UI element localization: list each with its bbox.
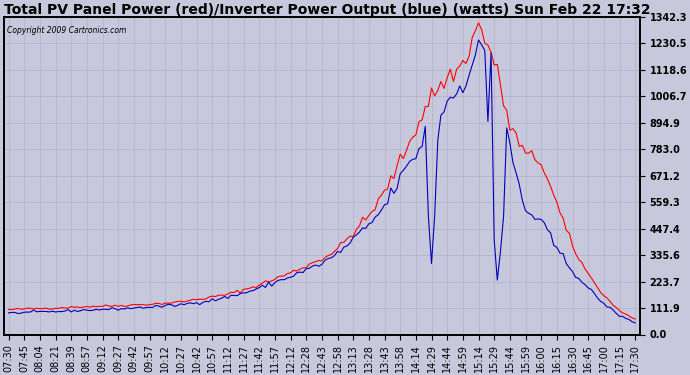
Text: Copyright 2009 Cartronics.com: Copyright 2009 Cartronics.com [7, 26, 126, 35]
Text: Total PV Panel Power (red)/Inverter Power Output (blue) (watts) Sun Feb 22 17:32: Total PV Panel Power (red)/Inverter Powe… [4, 3, 651, 17]
